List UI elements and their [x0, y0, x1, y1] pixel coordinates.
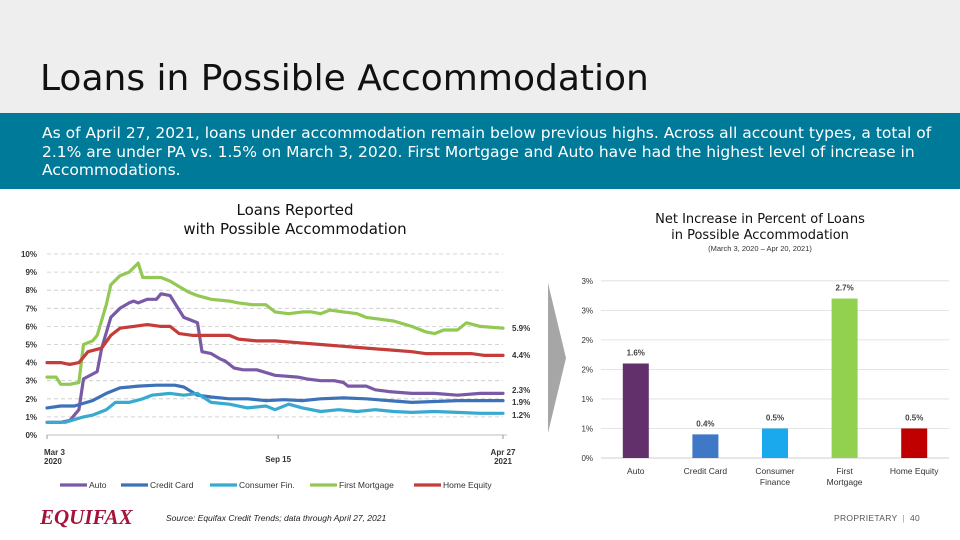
bar-chart-title-line-1: Net Increase in Percent of Loans: [655, 212, 865, 227]
bar-category-label: Mortgage: [827, 477, 863, 487]
line-chart-y-tick: 7%: [25, 304, 37, 313]
legend-item-auto: Auto: [60, 480, 107, 490]
line-chart-y-tick: 4%: [25, 359, 37, 368]
end-label-first-mortgage: 5.9%: [512, 324, 530, 333]
bar-category-label: First: [836, 466, 853, 476]
end-label-consumer-fin: 1.2%: [512, 411, 530, 420]
arrow-right-icon: [548, 283, 566, 433]
summary-text: As of April 27, 2021, loans under accomm…: [42, 124, 932, 179]
bar-value-label: 1.6%: [627, 349, 645, 358]
legend-label: Auto: [89, 480, 107, 490]
bar-credit-card: [692, 434, 719, 458]
series-line-consumer-fin: [45, 391, 505, 424]
legend-item-first-mortgage: First Mortgage: [310, 480, 394, 490]
bar-category-label: Consumer: [755, 466, 794, 476]
bar-category-label: Auto: [627, 466, 645, 476]
page-title: Loans in Possible Accommodation: [40, 58, 649, 99]
legend-label: Credit Card: [150, 480, 194, 490]
line-chart-y-tick: 5%: [25, 341, 37, 350]
legend-label: First Mortgage: [339, 480, 394, 490]
bar-chart-subtitle: (March 3, 2020 – Apr 20, 2021): [708, 244, 812, 253]
bar-chart-y-tick: 1%: [581, 395, 593, 404]
bar-chart-y-tick: 0%: [581, 454, 593, 463]
legend-label: Home Equity: [443, 480, 492, 490]
bar-category-label: Home Equity: [890, 466, 939, 476]
bar-first-mortgage: [831, 298, 858, 458]
line-chart-y-tick: 10%: [21, 250, 37, 259]
series-line-credit-card: [45, 383, 505, 410]
bar-chart-y-tick: 2%: [581, 336, 593, 345]
bar-value-label: 2.7%: [835, 284, 853, 293]
end-label-home-equity: 4.4%: [512, 351, 530, 360]
bar-chart-title-line-2: in Possible Accommodation: [671, 228, 849, 243]
bar-chart-y-tick: 1%: [581, 424, 593, 433]
line-chart-title-line-2: with Possible Accommodation: [183, 220, 407, 238]
series-line-auto: [45, 292, 505, 424]
bar-chart-y-tick: 3%: [581, 277, 593, 286]
end-label-auto: 2.3%: [512, 386, 530, 395]
line-chart-y-tick: 0%: [25, 431, 37, 440]
bar-chart-title: Net Increase in Percent of Loans in Poss…: [630, 212, 890, 244]
legend-label: Consumer Fin.: [239, 480, 295, 490]
equifax-logo: EQUIFAX: [40, 505, 133, 529]
bar-category-label: Finance: [760, 477, 791, 487]
line-chart-title: Loans Reported with Possible Accommodati…: [150, 201, 440, 239]
bar-value-label: 0.5%: [905, 413, 923, 422]
bar-chart-y-tick: 2%: [581, 365, 593, 374]
source-note: Source: Equifax Credit Trends; data thro…: [166, 513, 387, 523]
legend-item-consumer-fin: Consumer Fin.: [210, 480, 295, 490]
bar-category-label: Credit Card: [684, 466, 728, 476]
bar-chart-y-tick: 3%: [581, 306, 593, 315]
line-chart-x-tick: Mar 3: [44, 448, 65, 457]
line-chart-y-tick: 2%: [25, 395, 37, 404]
footer-right: PROPRIETARY | 40: [834, 513, 920, 523]
bar-home-equity: [901, 428, 928, 458]
proprietary-label: PROPRIETARY: [834, 513, 898, 523]
line-chart-title-line-1: Loans Reported: [236, 201, 354, 219]
summary-banner: As of April 27, 2021, loans under accomm…: [0, 113, 960, 189]
bar-value-label: 0.4%: [696, 419, 714, 428]
line-chart-x-tick: 2021: [494, 457, 512, 466]
line-chart-y-tick: 6%: [25, 322, 37, 331]
legend-item-home-equity: Home Equity: [414, 480, 492, 490]
bar-consumer-finance: [762, 428, 788, 458]
series-line-home-equity: [45, 323, 505, 366]
series-line-first-mortgage: [45, 261, 505, 386]
line-chart-y-tick: 8%: [25, 286, 37, 295]
line-chart-y-tick: 9%: [25, 268, 37, 277]
footer-separator: |: [902, 513, 905, 523]
page-number: 40: [909, 513, 921, 523]
line-chart-x-tick: 2020: [44, 457, 62, 466]
line-chart-y-tick: 1%: [25, 413, 37, 422]
bar-value-label: 0.5%: [766, 413, 784, 422]
bar-auto: [622, 363, 649, 458]
title-bar: [0, 0, 960, 113]
line-chart-x-tick: Apr 27: [491, 448, 516, 457]
end-label-credit-card: 1.9%: [512, 398, 530, 407]
line-chart-x-tick: Sep 15: [265, 455, 291, 464]
legend-item-credit-card: Credit Card: [121, 480, 194, 490]
line-chart-y-tick: 3%: [25, 377, 37, 386]
